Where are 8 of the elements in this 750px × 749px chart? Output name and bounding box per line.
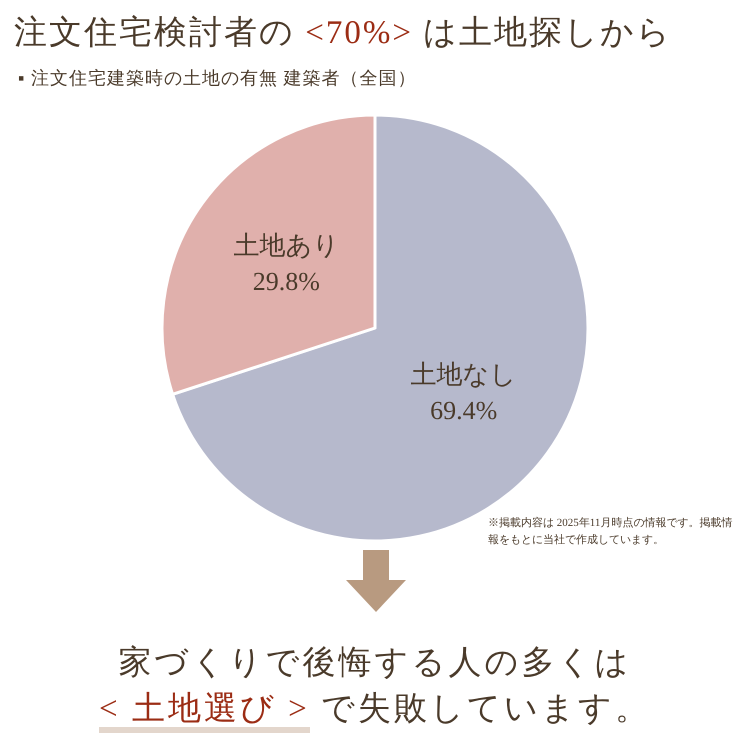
text: ※掲載内容は 2025年11月時点の情報です。掲載情報をもとに当社で作成しています。 — [488, 516, 733, 548]
slice-label: 土地あり — [233, 231, 340, 260]
chart-title: 注文住宅検討者の <70%> は土地探しから — [14, 15, 672, 51]
data-label: 69.4% — [430, 396, 498, 425]
data-label: 29.8% — [252, 267, 320, 296]
slice-label: 土地なし — [410, 360, 517, 389]
text: 家づくりで後悔する人の多くは < 土地選び > で失敗しています。 — [99, 645, 651, 729]
chart-subtitle: ▪ 注文住宅建築時の土地の有無 建築者（全国） — [18, 67, 416, 90]
